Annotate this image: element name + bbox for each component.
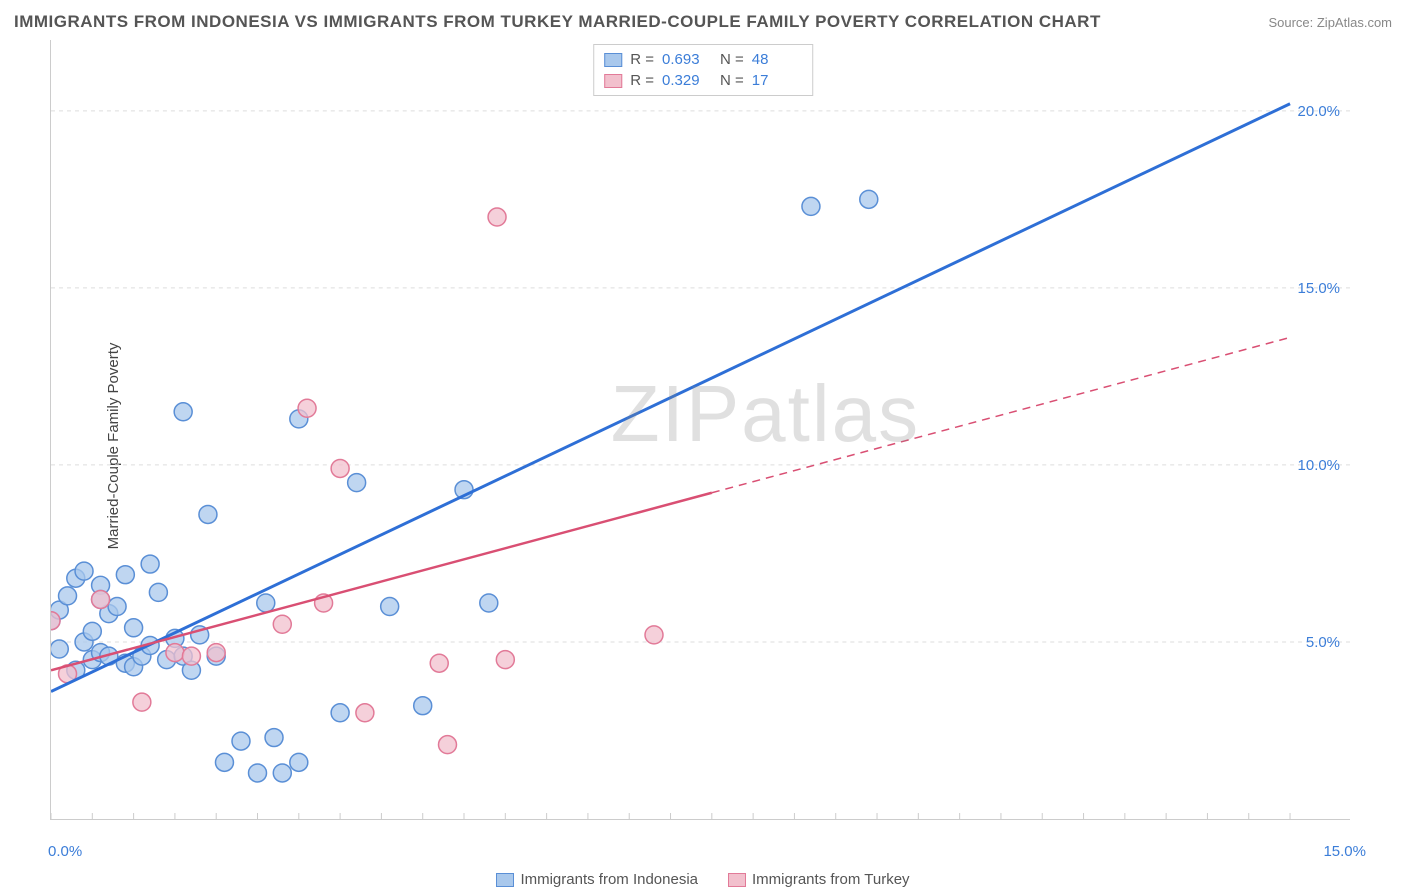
y-tick-label: 15.0% bbox=[1298, 280, 1340, 297]
y-tick-label: 5.0% bbox=[1306, 634, 1340, 651]
data-point[interactable] bbox=[331, 459, 349, 477]
stat-r-value: 0.329 bbox=[662, 72, 712, 89]
data-point[interactable] bbox=[199, 505, 217, 523]
series-legend: Immigrants from Indonesia Immigrants from… bbox=[0, 871, 1406, 888]
trend-line bbox=[51, 104, 1290, 692]
stat-n-value: 48 bbox=[752, 51, 802, 68]
data-point[interactable] bbox=[116, 566, 134, 584]
data-point[interactable] bbox=[249, 764, 267, 782]
stat-r-value: 0.693 bbox=[662, 51, 712, 68]
trend-line bbox=[51, 493, 712, 671]
legend-item[interactable]: Immigrants from Turkey bbox=[728, 871, 910, 888]
x-tick-max: 15.0% bbox=[1323, 843, 1366, 860]
data-point[interactable] bbox=[273, 764, 291, 782]
chart-title: IMMIGRANTS FROM INDONESIA VS IMMIGRANTS … bbox=[14, 12, 1101, 32]
data-point[interactable] bbox=[430, 654, 448, 672]
y-tick-label: 20.0% bbox=[1298, 103, 1340, 120]
data-point[interactable] bbox=[496, 651, 514, 669]
data-point[interactable] bbox=[166, 644, 184, 662]
legend-label: Immigrants from Indonesia bbox=[520, 871, 698, 888]
stat-r-label: R = bbox=[630, 72, 654, 89]
data-point[interactable] bbox=[182, 647, 200, 665]
data-point[interactable] bbox=[59, 587, 77, 605]
data-point[interactable] bbox=[645, 626, 663, 644]
data-point[interactable] bbox=[265, 729, 283, 747]
data-point[interactable] bbox=[273, 615, 291, 633]
trend-line-extrapolated bbox=[712, 337, 1290, 492]
data-point[interactable] bbox=[298, 399, 316, 417]
chart-svg: 5.0% 10.0% 15.0% 20.0% bbox=[51, 40, 1350, 819]
chart-header: IMMIGRANTS FROM INDONESIA VS IMMIGRANTS … bbox=[14, 8, 1392, 36]
data-point[interactable] bbox=[290, 753, 308, 771]
correlation-stats-box: R = 0.693 N = 48 R = 0.329 N = 17 bbox=[593, 44, 813, 96]
legend-swatch bbox=[604, 53, 622, 67]
data-point[interactable] bbox=[108, 598, 126, 616]
x-tick-min: 0.0% bbox=[48, 843, 82, 860]
data-point[interactable] bbox=[802, 197, 820, 215]
data-point[interactable] bbox=[414, 697, 432, 715]
data-point[interactable] bbox=[149, 583, 167, 601]
data-point[interactable] bbox=[257, 594, 275, 612]
stat-n-value: 17 bbox=[752, 72, 802, 89]
y-tick-label: 10.0% bbox=[1298, 457, 1340, 474]
data-point[interactable] bbox=[348, 474, 366, 492]
data-point[interactable] bbox=[860, 190, 878, 208]
source-link[interactable]: Source: ZipAtlas.com bbox=[1268, 15, 1392, 30]
legend-swatch bbox=[728, 873, 746, 887]
data-point[interactable] bbox=[439, 736, 457, 754]
data-point[interactable] bbox=[381, 598, 399, 616]
data-point[interactable] bbox=[488, 208, 506, 226]
data-point[interactable] bbox=[83, 622, 101, 640]
stat-r-label: R = bbox=[630, 51, 654, 68]
data-point[interactable] bbox=[207, 644, 225, 662]
legend-swatch bbox=[496, 873, 514, 887]
data-point[interactable] bbox=[174, 403, 192, 421]
data-point[interactable] bbox=[125, 619, 143, 637]
legend-label: Immigrants from Turkey bbox=[752, 871, 910, 888]
stat-n-label: N = bbox=[720, 72, 744, 89]
legend-swatch bbox=[604, 74, 622, 88]
data-point[interactable] bbox=[51, 640, 68, 658]
data-point[interactable] bbox=[215, 753, 233, 771]
legend-item[interactable]: Immigrants from Indonesia bbox=[496, 871, 698, 888]
data-point[interactable] bbox=[480, 594, 498, 612]
data-point[interactable] bbox=[92, 590, 110, 608]
data-point[interactable] bbox=[133, 693, 151, 711]
data-point[interactable] bbox=[356, 704, 374, 722]
data-point[interactable] bbox=[141, 555, 159, 573]
stats-row: R = 0.329 N = 17 bbox=[604, 70, 802, 91]
data-point[interactable] bbox=[232, 732, 250, 750]
stat-n-label: N = bbox=[720, 51, 744, 68]
data-point[interactable] bbox=[331, 704, 349, 722]
stats-row: R = 0.693 N = 48 bbox=[604, 49, 802, 70]
data-point[interactable] bbox=[75, 562, 93, 580]
chart-plot-area: 5.0%10.0%15.0%20.0% ZIPatlas bbox=[50, 40, 1350, 820]
